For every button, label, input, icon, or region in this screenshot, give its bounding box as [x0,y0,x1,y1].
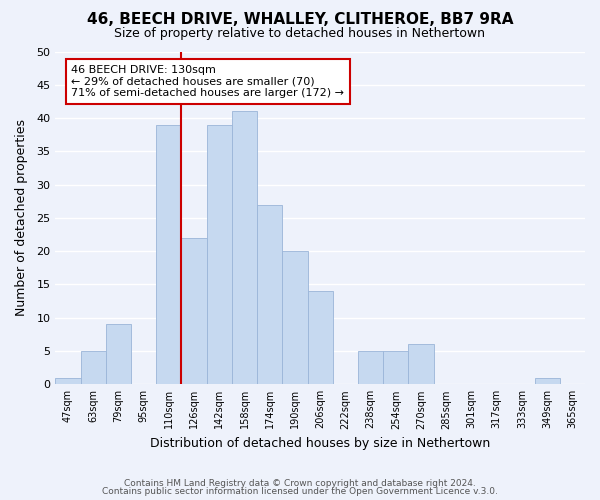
Text: 46 BEECH DRIVE: 130sqm
← 29% of detached houses are smaller (70)
71% of semi-det: 46 BEECH DRIVE: 130sqm ← 29% of detached… [71,65,344,98]
Text: Contains HM Land Registry data © Crown copyright and database right 2024.: Contains HM Land Registry data © Crown c… [124,478,476,488]
Y-axis label: Number of detached properties: Number of detached properties [15,120,28,316]
X-axis label: Distribution of detached houses by size in Nethertown: Distribution of detached houses by size … [150,437,490,450]
Bar [106,324,131,384]
Bar [55,378,80,384]
Bar [232,112,257,384]
Bar [80,351,106,384]
Bar [181,238,206,384]
Text: Contains public sector information licensed under the Open Government Licence v.: Contains public sector information licen… [102,487,498,496]
Bar [358,351,383,384]
Bar [257,204,283,384]
Text: Size of property relative to detached houses in Nethertown: Size of property relative to detached ho… [115,28,485,40]
Text: 46, BEECH DRIVE, WHALLEY, CLITHEROE, BB7 9RA: 46, BEECH DRIVE, WHALLEY, CLITHEROE, BB7… [87,12,513,28]
Bar [535,378,560,384]
Bar [409,344,434,385]
Bar [156,124,181,384]
Bar [206,124,232,384]
Bar [283,251,308,384]
Bar [308,291,333,384]
Bar [383,351,409,384]
